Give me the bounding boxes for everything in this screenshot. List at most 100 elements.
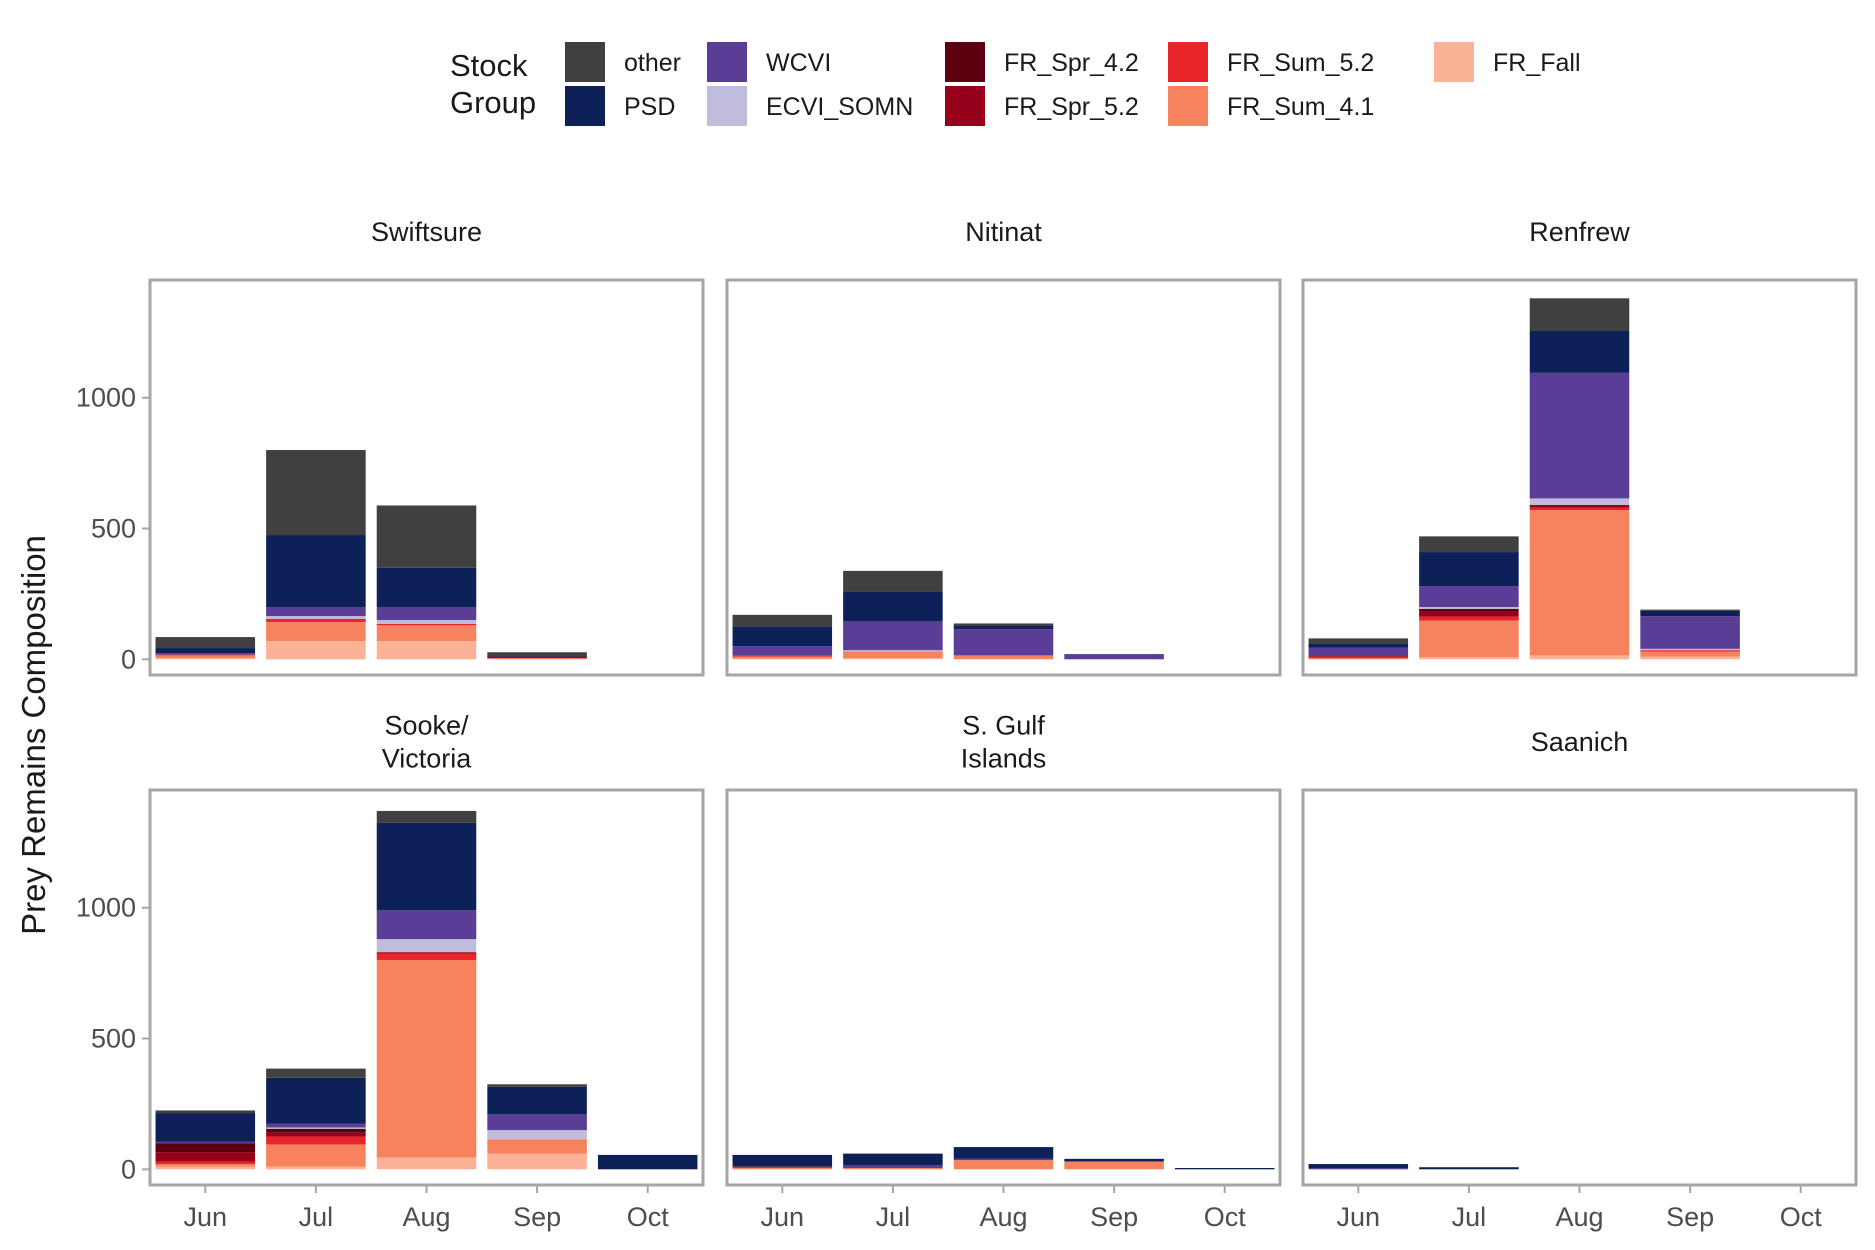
panel-title: Islands — [961, 744, 1047, 774]
bar-segment-aug-fr-sum-4-1 — [1529, 510, 1630, 656]
legend-swatch — [1168, 42, 1208, 82]
bars — [155, 810, 698, 1170]
facet-panels: Swiftsure 0 500 1000 Nitinat Renfrew Sooke/Vic… — [76, 217, 1858, 1232]
bar-segment-jul-psd — [843, 591, 943, 622]
legend-swatch — [707, 86, 747, 126]
bar-segment-jul-ecvi-somn — [843, 650, 943, 652]
bar-segment-jun-fr-sum-4-1 — [1308, 657, 1409, 660]
panel-4: Sooke/Victoria 0 500 1000 Jun Jul Aug Sep Oct — [76, 711, 705, 1232]
y-tick-label: 0 — [121, 1154, 136, 1184]
bar-segment-oct-psd — [597, 1154, 698, 1170]
bar-segment-jul-psd — [266, 535, 366, 607]
bar-segment-sep-fr-sum-4-1 — [487, 1139, 587, 1154]
bar-segment-jun-psd — [155, 1113, 256, 1142]
bars — [732, 570, 1164, 660]
legend-swatch — [565, 86, 605, 126]
bar-segment-jul-ecvi-somn — [1419, 606, 1519, 609]
bar-segment-aug-wcvi — [953, 629, 1054, 656]
bar-segment-aug-psd — [1529, 331, 1630, 373]
panel-border — [1301, 278, 1858, 677]
bar-segment-jul-psd — [1419, 1167, 1519, 1170]
x-tick-label: Sep — [1666, 1202, 1714, 1232]
bar-segment-aug-fr-sum-4-1 — [376, 625, 477, 641]
bar-segment-jul-ecvi-somn — [266, 616, 366, 619]
bar-segment-sep-fr-sum-4-1 — [1064, 1161, 1164, 1170]
y-tick-label: 500 — [91, 1024, 136, 1054]
bar-segment-jun-wcvi — [1308, 647, 1409, 656]
bar-segment-sep-wcvi — [487, 1114, 587, 1131]
bar-segment-aug-other — [376, 505, 477, 568]
bar-segment-sep-other — [487, 1084, 587, 1087]
bar-segment-jun-wcvi — [732, 646, 833, 656]
panel-border — [725, 788, 1282, 1187]
x-tick-label: Aug — [1555, 1202, 1603, 1232]
panel-title: Sooke/ — [384, 711, 469, 741]
bar-segment-jul-wcvi — [1419, 586, 1519, 607]
x-tick-label: Jun — [184, 1202, 228, 1232]
bar-segment-jul-fr-fall — [843, 657, 943, 660]
bar-segment-jul-wcvi — [266, 1123, 366, 1128]
bar-segment-jun-wcvi — [1308, 1167, 1409, 1170]
x-tick-label: Aug — [979, 1202, 1027, 1232]
bar-segment-aug-psd — [953, 1147, 1054, 1159]
y-tick-label: 1000 — [76, 893, 136, 923]
bar-segment-aug-fr-fall — [376, 1157, 477, 1170]
bar-segment-jul-fr-sum-5-2 — [1419, 616, 1519, 621]
legend-item-psd: PSD — [565, 86, 675, 126]
bar-segment-jul-fr-fall — [1419, 657, 1519, 660]
panel-title: Saanich — [1531, 727, 1629, 757]
bar-segment-jul-other — [266, 450, 366, 536]
x-tick-label: Jul — [1452, 1202, 1487, 1232]
panel-border — [148, 278, 705, 677]
bar-segment-jun-other — [155, 1110, 256, 1114]
x-tick-label: Sep — [1090, 1202, 1138, 1232]
x-tick-label: Oct — [1204, 1202, 1247, 1232]
bar-segment-jul-wcvi — [266, 606, 366, 617]
bar-segment-jul-fr-spr-5-2 — [1419, 611, 1519, 617]
bar-segment-aug-other — [953, 623, 1054, 626]
legend-label: FR_Sum_5.2 — [1227, 49, 1374, 77]
bar-segment-jun-psd — [732, 626, 833, 647]
bar-segment-jul-fr-sum-4-1 — [843, 651, 943, 658]
bar-segment-aug-other — [1529, 298, 1630, 332]
legend-swatch — [945, 86, 985, 126]
bar-segment-jul-psd — [843, 1153, 943, 1166]
bar-segment-jun-other — [732, 614, 833, 627]
legend-item-ecvi-somn: ECVI_SOMN — [707, 86, 913, 126]
bar-segment-jun-wcvi — [155, 653, 256, 655]
panel-title: Swiftsure — [371, 217, 482, 247]
panel-6: Saanich Jun Jul Aug Sep Oct — [1301, 727, 1858, 1232]
legend-item-fr-fall: FR_Fall — [1434, 42, 1581, 82]
bar-segment-jul-wcvi — [843, 1165, 943, 1168]
bar-segment-jul-fr-spr-5-2 — [266, 1132, 366, 1137]
x-tick-label: Jul — [299, 1202, 334, 1232]
bar-segment-sep-other — [1640, 609, 1740, 611]
legend-swatch — [1168, 86, 1208, 126]
panel-title: Nitinat — [965, 217, 1042, 247]
bar-segment-jun-fr-sum-5-2 — [155, 1161, 256, 1165]
legend-label: FR_Fall — [1493, 49, 1581, 77]
legend-item-fr-spr-5-2: FR_Spr_5.2 — [945, 86, 1139, 126]
bar-segment-jun-fr-sum-4-1 — [155, 655, 256, 658]
bar-segment-jun-other — [1308, 638, 1409, 644]
bar-segment-jun-fr-fall — [732, 658, 833, 660]
bar-segment-jul-fr-spr-4-2 — [1419, 608, 1519, 612]
bar-segment-aug-fr-sum-5-2 — [376, 953, 477, 961]
bars — [732, 1147, 1275, 1170]
bar-segment-jul-fr-fall — [266, 1166, 366, 1170]
bar-segment-jul-psd — [266, 1077, 366, 1124]
bar-segment-jun-fr-spr-5-2 — [1308, 655, 1409, 657]
legend-title-line1: Stock — [450, 48, 528, 83]
x-tick-label: Jun — [761, 1202, 805, 1232]
legend-swatch — [565, 42, 605, 82]
bar-segment-jun-psd — [155, 648, 256, 654]
bar-segment-aug-fr-sum-4-1 — [953, 1160, 1054, 1170]
bar-segment-jun-fr-sum-4-1 — [732, 1167, 833, 1170]
y-axis-title: Prey Remains Composition — [15, 535, 52, 935]
bar-segment-jul-fr-fall — [266, 640, 366, 660]
bar-segment-sep-fr-sum-4-1 — [1640, 651, 1740, 657]
bar-segment-jul-fr-sum-4-1 — [266, 622, 366, 641]
bar-segment-aug-ecvi-somn — [1529, 498, 1630, 505]
legend-items: other PSD WCVI ECVI_SOMN FR_Spr_4.2 FR_Spr_5.… — [565, 42, 1581, 126]
bar-segment-jun-fr-spr-5-2 — [155, 1152, 256, 1162]
